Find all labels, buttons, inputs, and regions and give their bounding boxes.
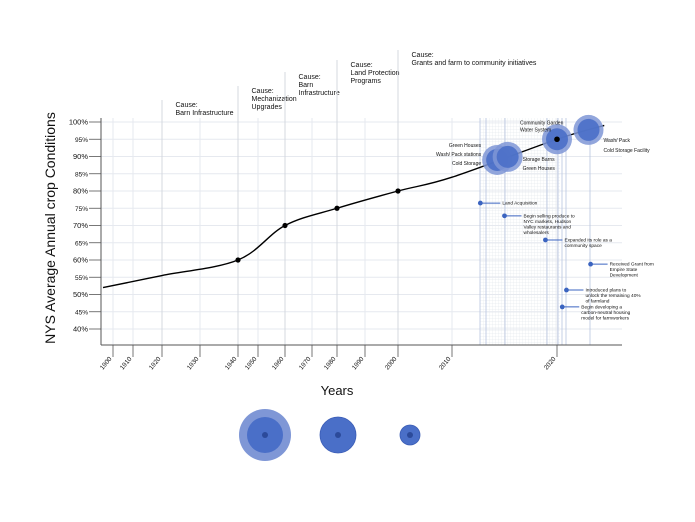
y-tick-label: 70% bbox=[73, 221, 88, 230]
event-label: model for farmworkers bbox=[581, 315, 629, 321]
event-label: Development bbox=[610, 273, 639, 279]
cause-label: Upgrades bbox=[252, 104, 283, 111]
cause-guides: Cause:Barn InfrastructureCause:Mechaniza… bbox=[161, 50, 537, 345]
events: Land Acquisition Begin selling produce to… bbox=[477, 200, 654, 321]
bubble-label: Cold Storage bbox=[452, 161, 481, 167]
event-label: Expanded its role as a bbox=[564, 237, 612, 243]
bubble-label: Wash/ Pack bbox=[604, 138, 631, 144]
x-tick-label: 1930 bbox=[186, 355, 201, 371]
y-tick-label: 60% bbox=[73, 256, 88, 265]
y-tick-label: 80% bbox=[73, 187, 88, 196]
x-tick-label: 1900 bbox=[99, 355, 114, 371]
y-tick-label: 90% bbox=[73, 152, 88, 161]
y-tick-label: 55% bbox=[75, 275, 88, 282]
cause-label: Programs bbox=[351, 78, 382, 85]
cause-label: Cause: bbox=[412, 52, 434, 59]
cause-label: Infrastructure bbox=[299, 90, 340, 97]
bubble-label: Community Garden bbox=[520, 120, 564, 126]
cause-label: Cause: bbox=[176, 102, 198, 109]
event-label: Land Acquisition bbox=[502, 201, 537, 207]
x-tick-label: 1940 bbox=[224, 355, 239, 371]
x-tick-label: 1920 bbox=[148, 355, 163, 371]
bubble-label: Green Houses bbox=[523, 166, 556, 172]
data-point bbox=[395, 188, 401, 194]
data-point bbox=[554, 136, 560, 143]
event-label: Begin developing a bbox=[581, 304, 622, 310]
x-tick-label: 1970 bbox=[298, 355, 313, 371]
event-label: community space bbox=[564, 243, 602, 249]
event-label: Empire State bbox=[610, 267, 638, 273]
bubbles: Green Houses Wash/ Pack stations Cold Stor… bbox=[436, 114, 651, 175]
event-label: of farmland bbox=[585, 299, 609, 305]
y-tick-label: 100% bbox=[69, 118, 89, 127]
legend-small-dot bbox=[407, 432, 413, 438]
x-tick-label: 1990 bbox=[351, 355, 366, 371]
data-point bbox=[334, 205, 340, 211]
x-tick-label: 2010 bbox=[438, 355, 453, 371]
cause-label: Barn bbox=[299, 82, 314, 89]
cause-label: Mechanization bbox=[252, 96, 297, 103]
cause-label: Land Protection bbox=[351, 70, 400, 77]
bubble-label: Wash/ Pack stations bbox=[436, 152, 482, 158]
legend-medium-dot bbox=[335, 432, 341, 438]
event-marker bbox=[543, 237, 548, 243]
y-tick-label: 95% bbox=[75, 137, 88, 144]
event-label: carbon-neutral housing bbox=[581, 310, 630, 316]
event-marker bbox=[559, 304, 565, 310]
event-label: Introduced plans to bbox=[585, 288, 626, 294]
event-label: NYC markets, Hudson bbox=[524, 219, 572, 225]
size-legend bbox=[239, 409, 421, 461]
y-tick-label: 65% bbox=[75, 240, 88, 247]
event-marker bbox=[564, 287, 569, 293]
cause-label: Cause: bbox=[299, 74, 321, 81]
bubble-label: Green Houses bbox=[449, 143, 482, 149]
event-marker bbox=[477, 200, 483, 206]
y-tick-label: 45% bbox=[75, 309, 88, 316]
event-label: Valley restaurants and bbox=[524, 224, 572, 230]
y-axis-label: NYS Average Annual crop Conditions bbox=[42, 112, 58, 344]
x-tick-label: 1960 bbox=[271, 355, 286, 371]
x-tick-label: 1910 bbox=[119, 355, 134, 371]
data-point bbox=[282, 222, 288, 229]
y-tick-label: 85% bbox=[75, 171, 88, 178]
y-tick-label: 50% bbox=[73, 290, 88, 299]
bubble-inner bbox=[496, 145, 519, 168]
y-tick-label: 40% bbox=[73, 325, 88, 334]
y-tick-label: 75% bbox=[75, 206, 88, 213]
bubble-label: Cold Storage Facility bbox=[604, 148, 651, 154]
event-marker bbox=[502, 213, 507, 219]
cause-label: Cause: bbox=[252, 88, 274, 95]
event-marker bbox=[588, 261, 593, 267]
event-label: Begin selling produce to bbox=[524, 213, 576, 219]
event-label: unlock the remaining 40% bbox=[585, 293, 641, 299]
event-label: wholesalers bbox=[524, 230, 550, 236]
x-tick-label: 2020 bbox=[543, 355, 558, 371]
x-tick-label: 1980 bbox=[323, 355, 338, 371]
cause-label: Cause: bbox=[351, 62, 373, 69]
x-tick-label: 2000 bbox=[384, 355, 399, 371]
legend-large-dot bbox=[262, 432, 268, 438]
x-tick-label: 1950 bbox=[244, 355, 259, 371]
x-axis-label: Years bbox=[321, 383, 354, 398]
bubble-label: Storage Barns bbox=[523, 157, 555, 163]
bubble-inner bbox=[577, 118, 600, 141]
bubble-label: Water System bbox=[520, 127, 551, 133]
cause-label: Barn Infrastructure bbox=[176, 110, 234, 117]
cause-label: Grants and farm to community initiatives bbox=[412, 60, 537, 67]
data-point bbox=[235, 257, 241, 263]
event-label: Received Grant from bbox=[610, 262, 654, 268]
